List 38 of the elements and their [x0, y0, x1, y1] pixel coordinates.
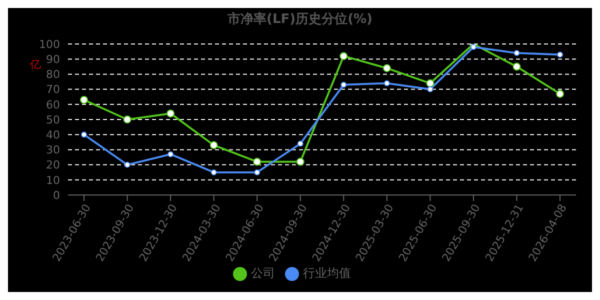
point: [427, 86, 434, 92]
chart-title: 市净率(LF)历史分位(%): [226, 10, 374, 28]
point: [514, 50, 520, 56]
point: [340, 52, 348, 60]
point: [470, 44, 476, 50]
point: [123, 116, 132, 124]
point: [557, 52, 563, 58]
y-tick-label: 30: [46, 144, 60, 157]
point: [556, 90, 564, 98]
point: [210, 169, 217, 176]
point: [124, 162, 130, 168]
y-tick-label: 0: [53, 188, 60, 202]
point: [426, 79, 434, 88]
point: [166, 109, 175, 118]
y-tick-label: 90: [46, 53, 60, 66]
point: [384, 80, 390, 86]
point: [254, 169, 260, 176]
y-tick-label: 50: [46, 113, 60, 126]
point: [296, 158, 304, 166]
point: [253, 158, 262, 166]
point: [168, 151, 174, 158]
y-tick-label: 100: [39, 38, 60, 51]
y-tick-label: 40: [46, 128, 60, 142]
legend-label: 行业均值: [303, 266, 351, 280]
point: [512, 62, 521, 71]
y-tick-label: 60: [46, 98, 60, 112]
y-tick-label: 20: [46, 158, 60, 172]
point: [340, 82, 347, 88]
point: [80, 96, 88, 104]
point: [210, 141, 218, 150]
y-tick-label: 70: [46, 83, 60, 96]
point: [382, 64, 391, 72]
point: [81, 132, 87, 138]
y-tick-label: 80: [46, 68, 60, 82]
y-axis-title: 亿: [30, 57, 41, 72]
y-tick-label: 10: [46, 174, 60, 187]
point: [297, 140, 304, 147]
legend-label: 公司: [251, 266, 275, 280]
